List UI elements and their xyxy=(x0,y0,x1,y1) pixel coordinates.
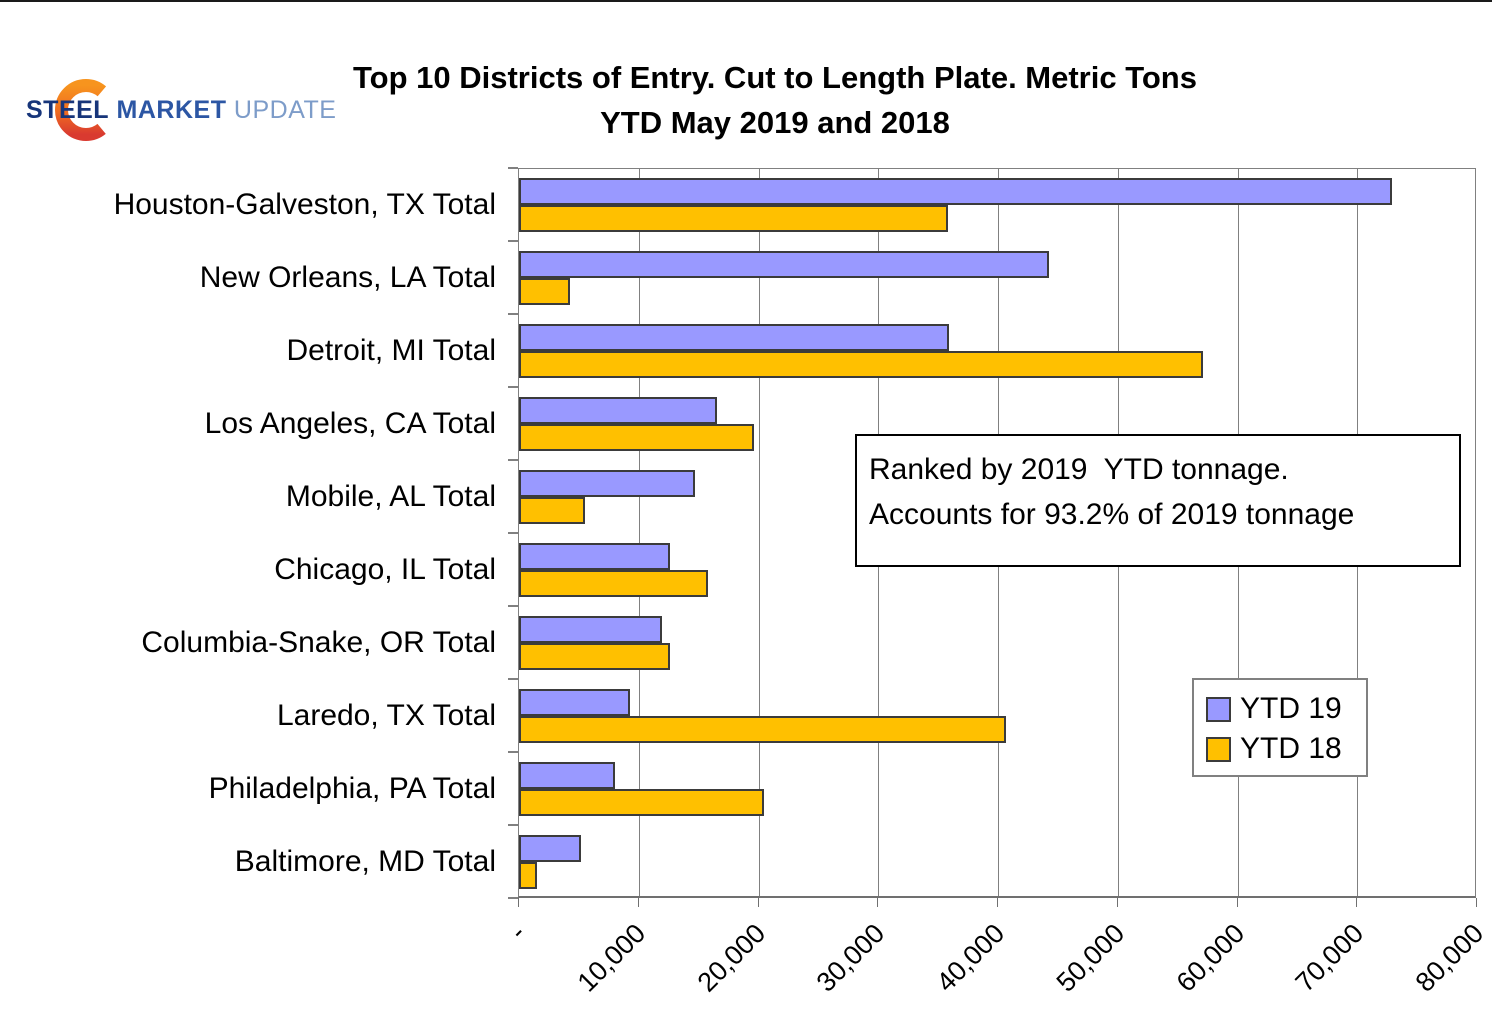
x-tick-label: 10,000 xyxy=(571,918,651,998)
category-label: Detroit, MI Total xyxy=(286,333,496,367)
y-axis-tick xyxy=(508,167,518,169)
bar-ytd18 xyxy=(519,716,1007,743)
bar-ytd18 xyxy=(519,570,709,597)
logo-word-update: UPDATE xyxy=(233,96,337,124)
bar-ytd18 xyxy=(519,497,585,524)
x-axis-tick xyxy=(877,898,879,907)
annotation-line2: Accounts for 93.2% of 2019 tonnage xyxy=(869,498,1355,531)
x-tick-label: 30,000 xyxy=(810,918,891,998)
x-tick-label: 70,000 xyxy=(1289,918,1370,998)
gridline xyxy=(638,169,640,896)
chart-title-line1: Top 10 Districts of Entry. Cut to Length… xyxy=(353,60,1197,95)
x-tick-label: 20,000 xyxy=(691,918,771,998)
crescent-icon xyxy=(55,79,117,141)
legend-swatch-ytd19 xyxy=(1206,696,1231,722)
bar-ytd18 xyxy=(519,278,571,305)
x-axis-tick xyxy=(637,898,639,907)
bar-ytd18 xyxy=(519,789,765,816)
category-label: Philadelphia, PA Total xyxy=(208,771,496,805)
annotation-line1: Ranked by 2019 YTD tonnage. xyxy=(869,453,1289,486)
gridline xyxy=(758,169,760,896)
x-tick-label: 80,000 xyxy=(1409,918,1490,998)
x-tick-label: 40,000 xyxy=(930,918,1011,998)
legend-item-label: YTD 18 xyxy=(1240,732,1342,765)
y-axis-tick xyxy=(508,459,518,461)
y-axis-tick xyxy=(508,386,518,388)
x-axis-tick xyxy=(997,898,998,907)
bar-ytd19 xyxy=(519,397,717,424)
bar-ytd19 xyxy=(519,178,1392,205)
top-edge-line xyxy=(0,0,1492,2)
bar-ytd18 xyxy=(519,862,537,889)
legend-item: YTD 19 xyxy=(1206,689,1366,729)
legend-swatch-ytd18 xyxy=(1206,736,1231,762)
y-axis-tick xyxy=(508,240,518,242)
logo-word-market: MARKET xyxy=(116,96,227,124)
bar-ytd19 xyxy=(519,835,582,862)
bar-ytd19 xyxy=(519,689,631,716)
y-axis-tick xyxy=(508,751,518,753)
x-axis-tick xyxy=(1356,898,1358,907)
x-axis-tick xyxy=(1236,898,1238,907)
category-label: Los Angeles, CA Total xyxy=(204,406,496,440)
y-axis-tick xyxy=(508,605,518,607)
y-axis-tick xyxy=(508,532,518,534)
x-axis-tick xyxy=(1116,898,1118,907)
x-axis-tick xyxy=(757,898,759,907)
legend-item: YTD 18 xyxy=(1206,729,1366,769)
bar-ytd18 xyxy=(519,643,670,670)
annotation-box: Ranked by 2019 YTD tonnage. Accounts for… xyxy=(855,434,1461,567)
category-label: Laredo, TX Total xyxy=(276,698,496,732)
y-axis-tick xyxy=(508,678,518,680)
logo-text: STEEL MARKET UPDATE xyxy=(26,96,336,125)
chart-title-line2: YTD May 2019 and 2018 xyxy=(600,105,950,140)
legend-item-label: YTD 19 xyxy=(1240,692,1342,725)
category-label: Columbia-Snake, OR Total xyxy=(141,625,496,659)
y-axis-tick xyxy=(508,897,518,899)
category-label: Chicago, IL Total xyxy=(274,552,496,586)
bar-ytd18 xyxy=(519,205,948,232)
category-label: Houston-Galveston, TX Total xyxy=(113,187,496,221)
bar-ytd19 xyxy=(519,543,670,570)
bar-ytd19 xyxy=(519,470,696,497)
x-axis-tick xyxy=(518,898,519,907)
y-axis-tick xyxy=(508,824,518,826)
x-tick-label: 50,000 xyxy=(1050,918,1130,998)
category-label: Baltimore, MD Total xyxy=(234,844,496,878)
category-label: New Orleans, LA Total xyxy=(199,260,496,294)
bar-ytd18 xyxy=(519,351,1203,378)
bar-ytd19 xyxy=(519,324,949,351)
category-label: Mobile, AL Total xyxy=(285,479,496,513)
bar-ytd19 xyxy=(519,616,662,643)
steel-market-update-logo: STEEL MARKET UPDATE xyxy=(18,78,336,156)
x-tick-label: - xyxy=(503,918,532,946)
bar-ytd19 xyxy=(519,762,615,789)
legend-box: YTD 19 YTD 18 xyxy=(1192,678,1368,777)
x-tick-label: 60,000 xyxy=(1170,918,1250,998)
logo-word-steel: STEEL xyxy=(26,96,110,124)
x-axis-tick xyxy=(1476,898,1477,907)
y-axis-tick xyxy=(508,313,518,315)
chart-title: Top 10 Districts of Entry. Cut to Length… xyxy=(270,55,1280,145)
bar-ytd19 xyxy=(519,251,1050,278)
bar-ytd18 xyxy=(519,424,754,451)
